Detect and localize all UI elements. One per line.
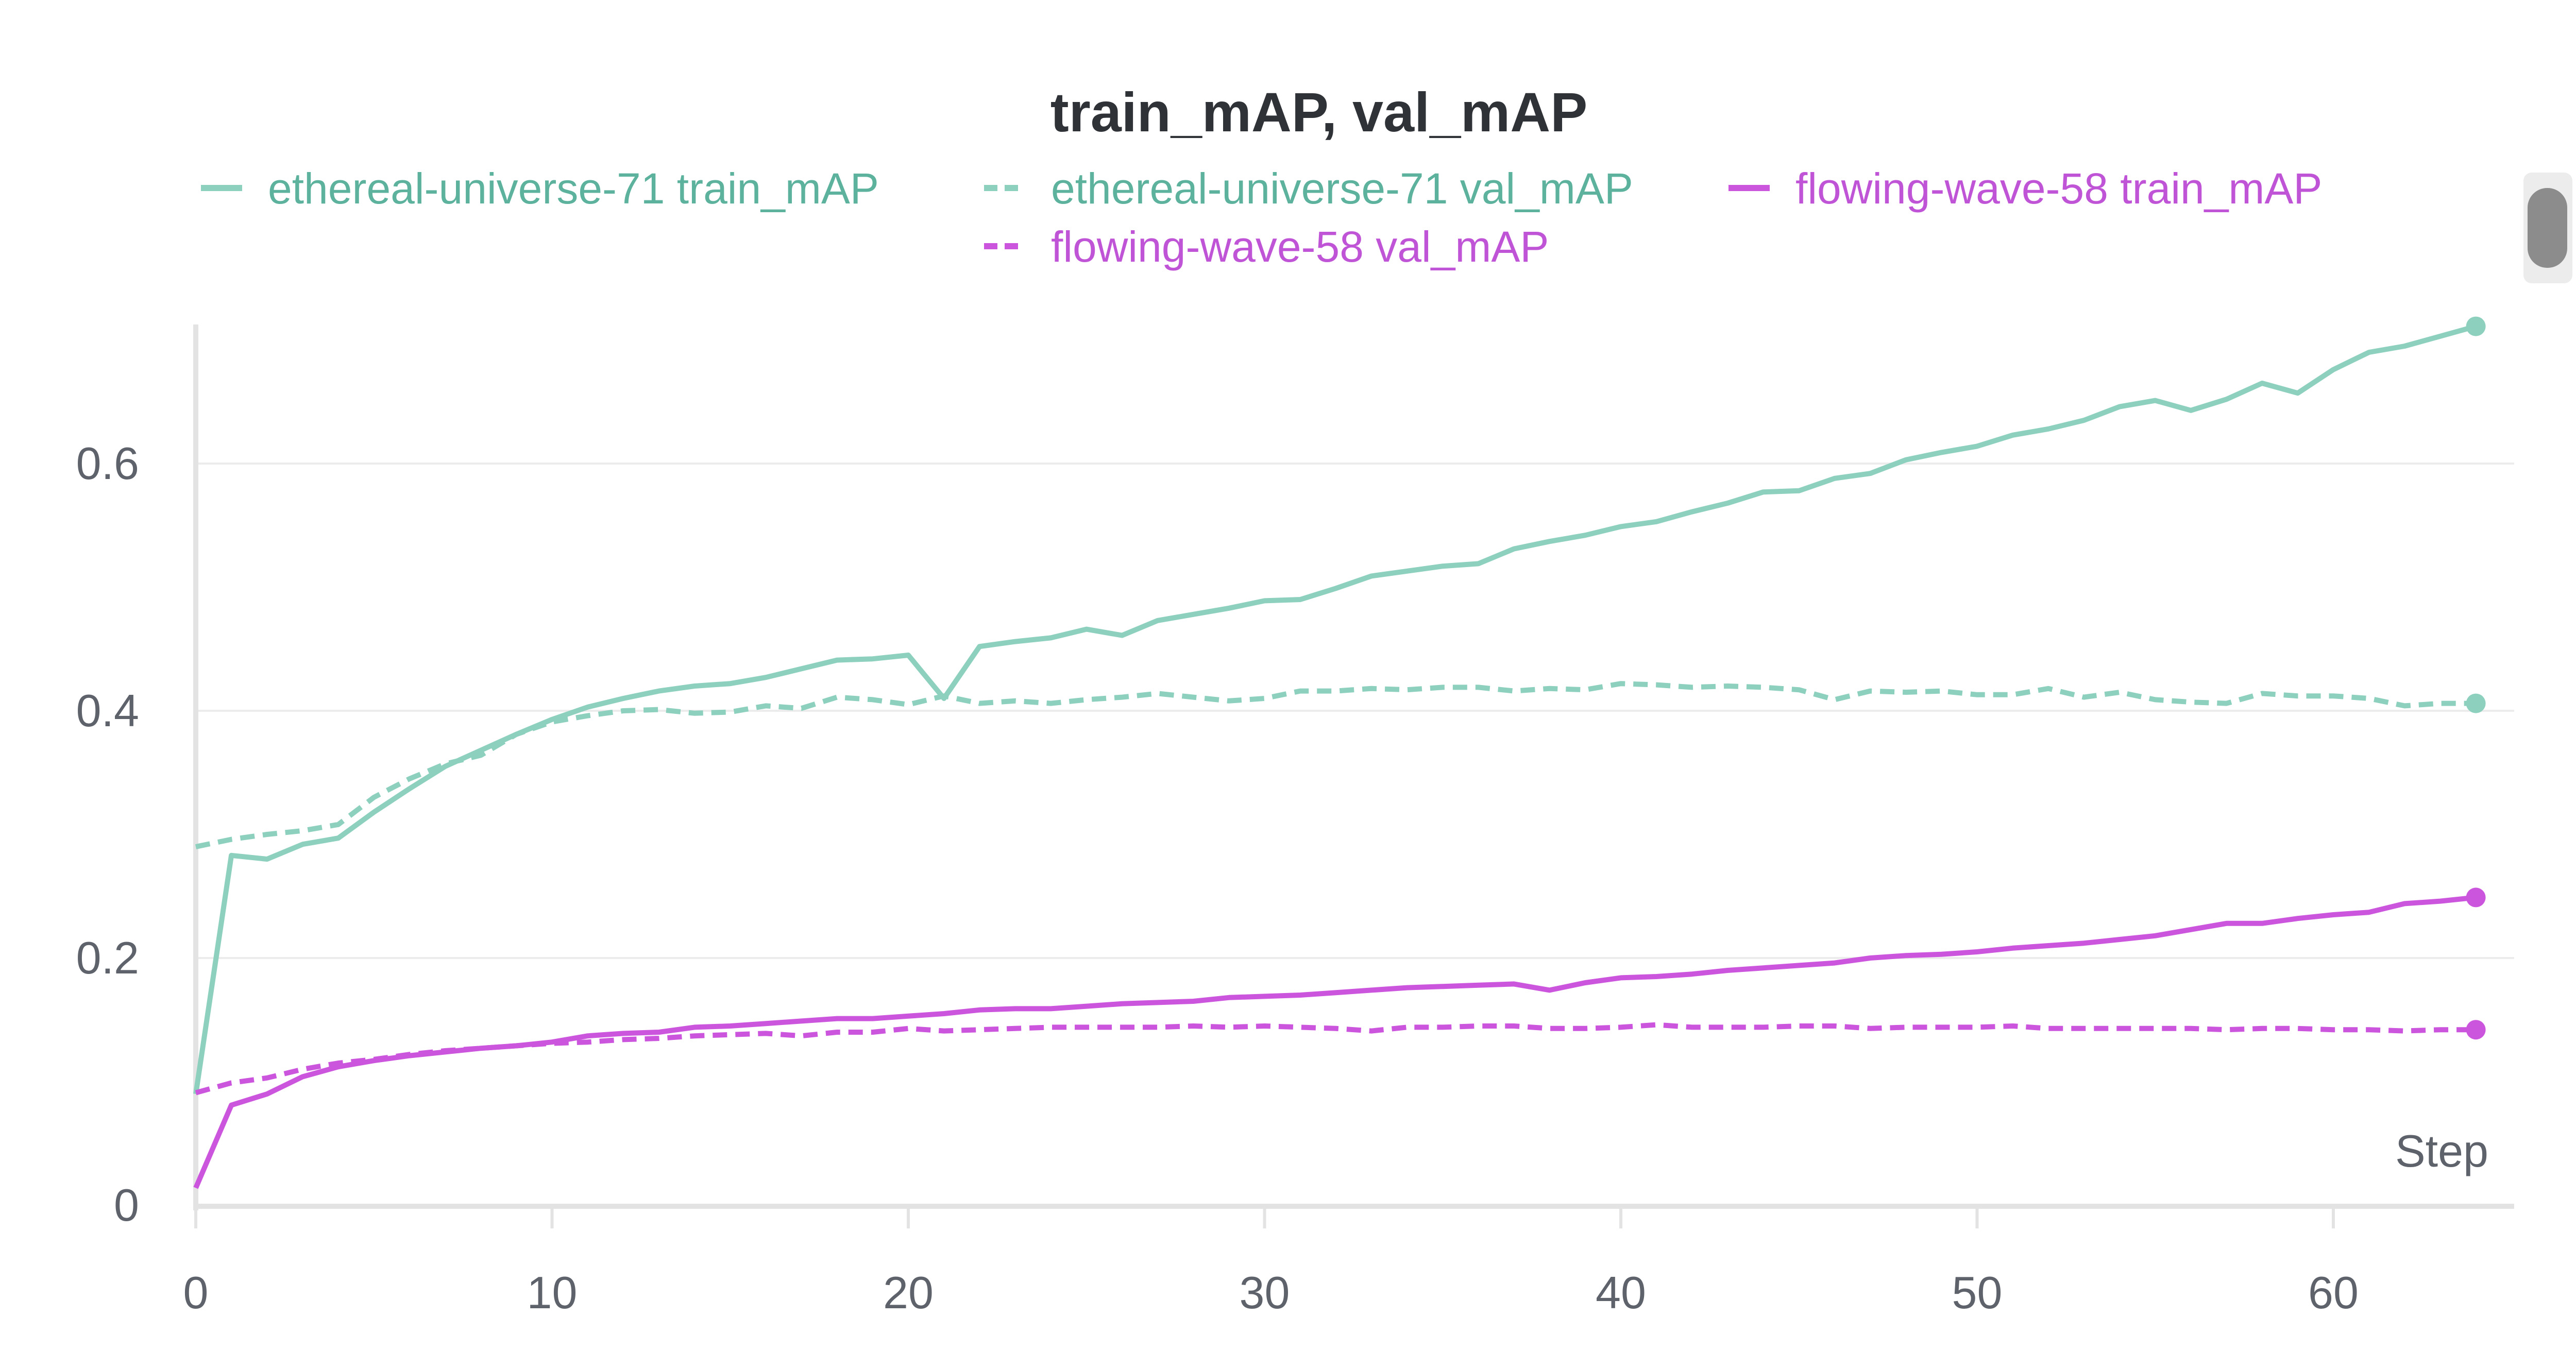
series-line-0 xyxy=(193,323,2477,1095)
legend-label: ethereal-universe-71 val_mAP xyxy=(1051,164,1633,213)
y-tick-label: 0 xyxy=(114,1179,139,1230)
y-tick-label: 0.6 xyxy=(76,438,139,489)
series-endpoint-3 xyxy=(2466,1020,2486,1040)
legend-item-2[interactable]: flowing-wave-58 train_mAP xyxy=(1728,164,2322,213)
legend-item-3[interactable]: flowing-wave-58 val_mAP xyxy=(984,223,1549,271)
series-lines xyxy=(193,316,2486,1189)
x-tick-label: 60 xyxy=(2308,1267,2359,1318)
axes xyxy=(193,324,2514,1228)
legend-label: flowing-wave-58 train_mAP xyxy=(1795,164,2322,213)
series-line-3 xyxy=(195,1022,2476,1096)
legend: ethereal-universe-71 train_mAP ethereal-u… xyxy=(201,164,2322,271)
legend-label: flowing-wave-58 val_mAP xyxy=(1051,223,1549,271)
legend-scrollbar[interactable] xyxy=(2523,173,2572,283)
x-tick-label: 10 xyxy=(527,1267,578,1318)
legend-label: ethereal-universe-71 train_mAP xyxy=(268,164,879,213)
series-line-1 xyxy=(195,681,2476,849)
legend-item-1[interactable]: ethereal-universe-71 val_mAP xyxy=(984,164,1633,213)
y-tick-label: 0.4 xyxy=(76,685,139,736)
x-tick-label: 50 xyxy=(1952,1267,2003,1318)
series-endpoint-0 xyxy=(2466,316,2486,336)
x-tick-label: 20 xyxy=(883,1267,934,1318)
series-endpoint-1 xyxy=(2466,693,2486,713)
chart-title: train_mAP, val_mAP xyxy=(1050,81,1588,143)
x-axis-label: Step xyxy=(2395,1125,2488,1176)
x-tick-label: 0 xyxy=(183,1267,209,1318)
series-line-2 xyxy=(193,895,2477,1189)
y-tick-label: 0.2 xyxy=(76,932,139,983)
legend-scrollbar-thumb[interactable] xyxy=(2528,188,2567,268)
tick-labels: 0 0.2 0.4 0.6 0 10 20 30 40 50 60 xyxy=(76,438,2359,1318)
series-endpoint-2 xyxy=(2466,887,2486,908)
grid xyxy=(196,463,2514,959)
x-tick-label: 40 xyxy=(1596,1267,1646,1318)
legend-item-0[interactable]: ethereal-universe-71 train_mAP xyxy=(201,164,879,213)
x-tick-label: 30 xyxy=(1240,1267,1290,1318)
